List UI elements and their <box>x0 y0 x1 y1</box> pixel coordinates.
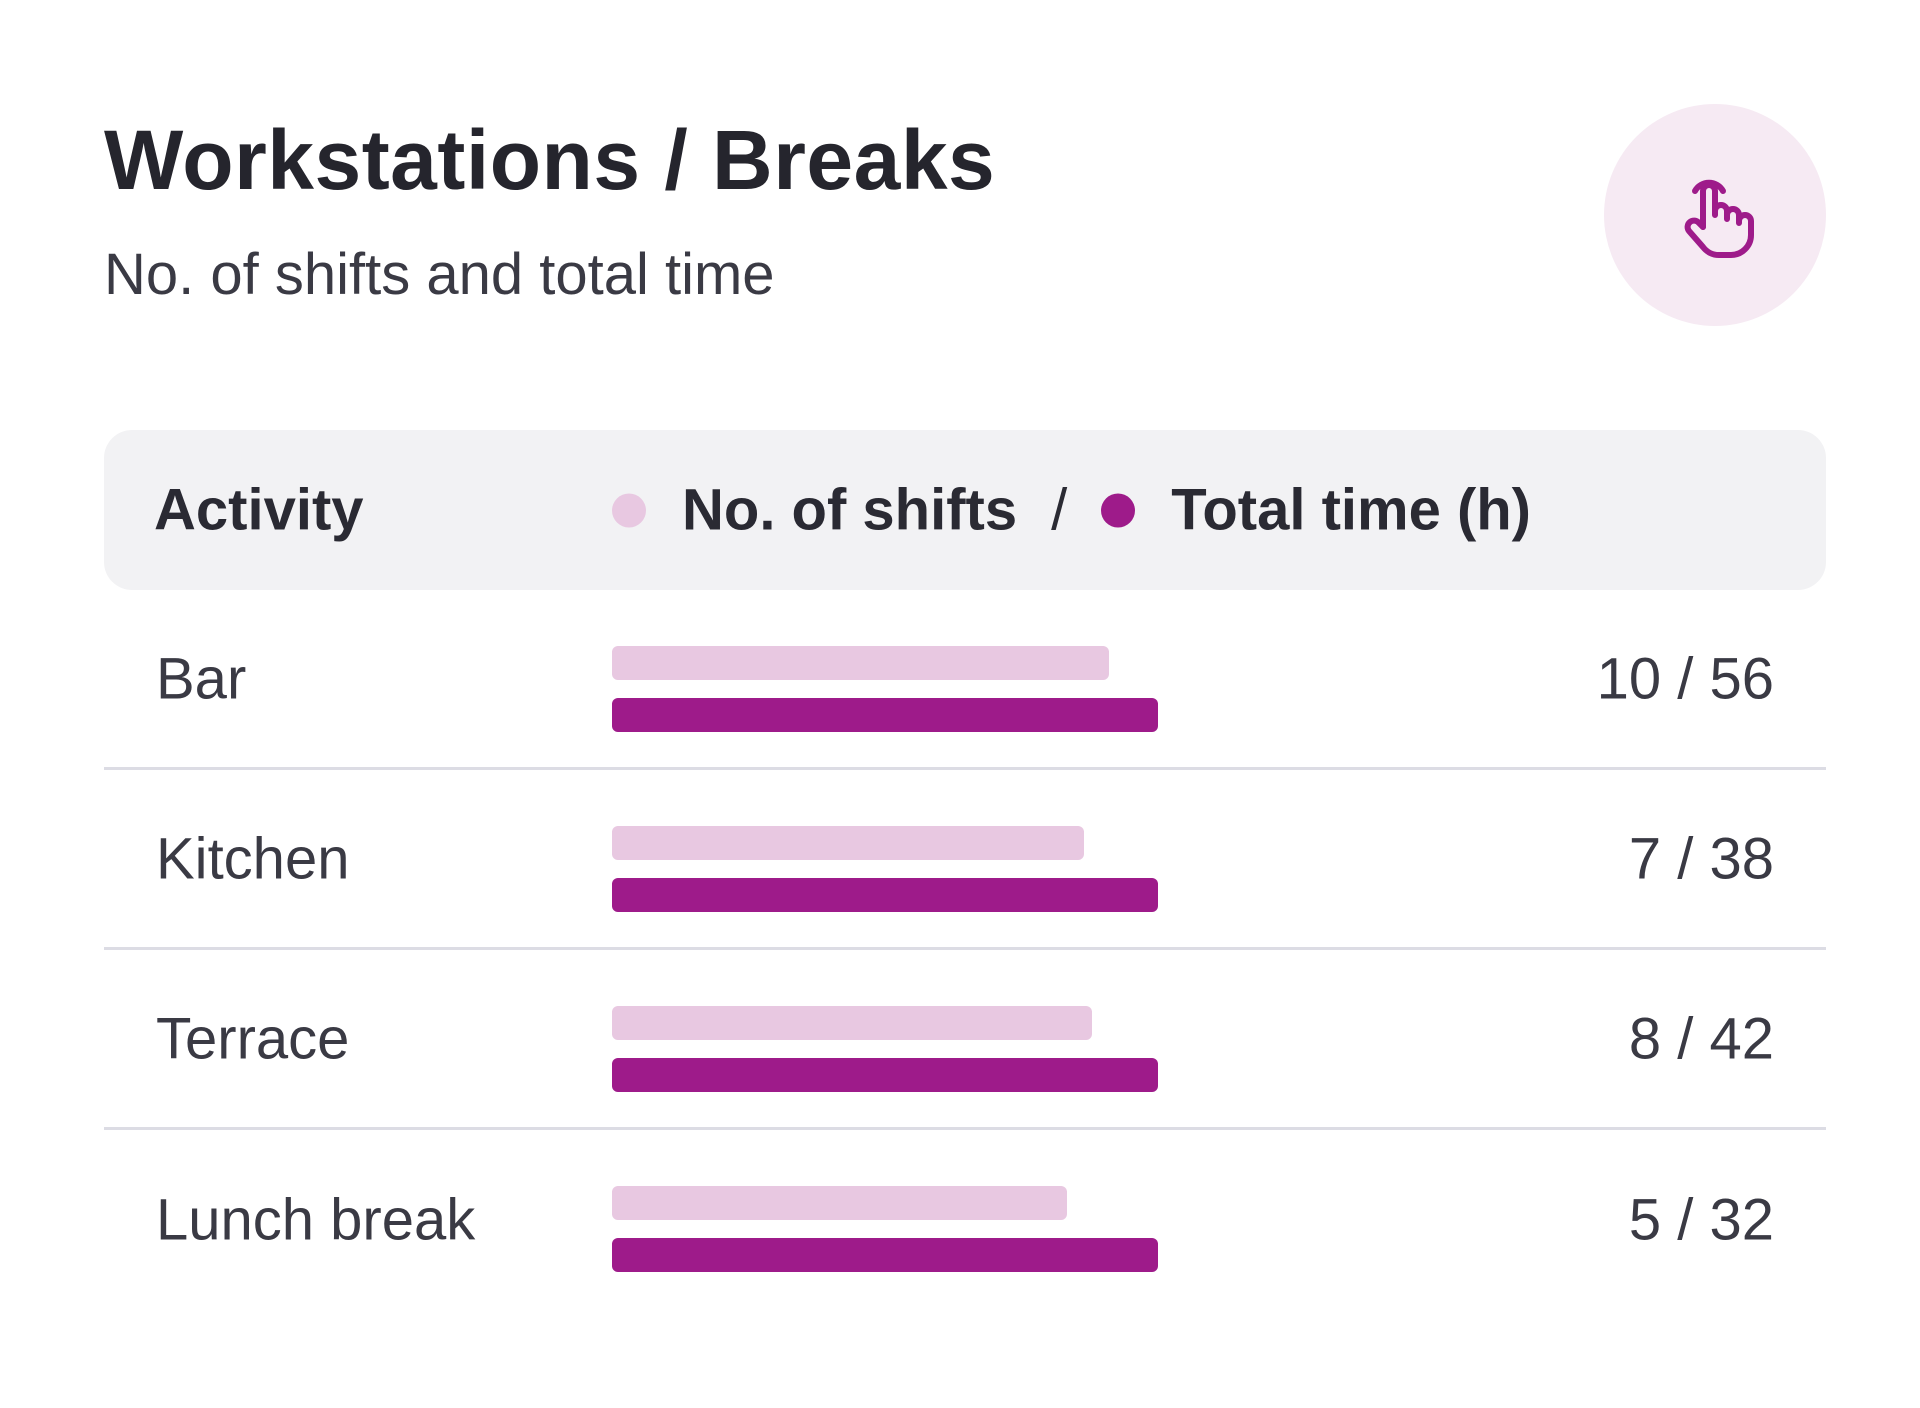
time-bar <box>612 1058 1158 1092</box>
shifts-bar <box>612 1186 1067 1220</box>
time-bar <box>612 878 1158 912</box>
legend-time-dot <box>1101 493 1136 527</box>
row-value-label: 5 / 32 <box>1628 1187 1774 1253</box>
legend-shifts-dot <box>612 493 646 527</box>
card-title: Workstations / Breaks <box>104 113 996 207</box>
row-activity-label: Bar <box>156 646 247 711</box>
table-row: Kitchen 7 / 38 <box>104 770 1826 950</box>
row-activity-label: Terrace <box>156 1006 350 1071</box>
legend-time-label: Total time (h) <box>1171 477 1531 543</box>
table-row: Bar 10 / 56 <box>104 590 1826 770</box>
card-subtitle: No. of shifts and total time <box>104 242 775 307</box>
row-value-label: 10 / 56 <box>1596 646 1774 711</box>
legend: No. of shifts / Total time (h) <box>612 477 1531 544</box>
row-bars <box>612 1186 1158 1276</box>
table-row: Terrace 8 / 42 <box>104 950 1826 1130</box>
row-activity-label: Lunch break <box>156 1187 476 1253</box>
row-bars <box>612 826 1158 916</box>
shifts-bar <box>612 646 1109 680</box>
row-bars <box>612 646 1158 736</box>
activity-rows: Bar 10 / 56 Kitchen 7 / 38 Terrace 8 / 4… <box>104 590 1826 1310</box>
table-row: Lunch break 5 / 32 <box>104 1130 1826 1310</box>
row-value-label: 7 / 38 <box>1628 826 1774 891</box>
legend-shifts-label: No. of shifts <box>682 477 1018 543</box>
shifts-bar <box>612 1006 1092 1040</box>
time-bar <box>612 1238 1158 1272</box>
table-header: Activity No. of shifts / Total time (h) <box>104 430 1826 590</box>
row-value-label: 8 / 42 <box>1628 1006 1774 1071</box>
legend-separator: / <box>1051 477 1068 543</box>
interact-button[interactable] <box>1604 104 1826 326</box>
row-bars <box>612 1006 1158 1096</box>
activity-column-header: Activity <box>154 477 364 543</box>
shifts-bar <box>612 826 1084 860</box>
row-activity-label: Kitchen <box>156 826 350 891</box>
hand-pointer-icon <box>1684 179 1754 258</box>
time-bar <box>612 698 1158 732</box>
